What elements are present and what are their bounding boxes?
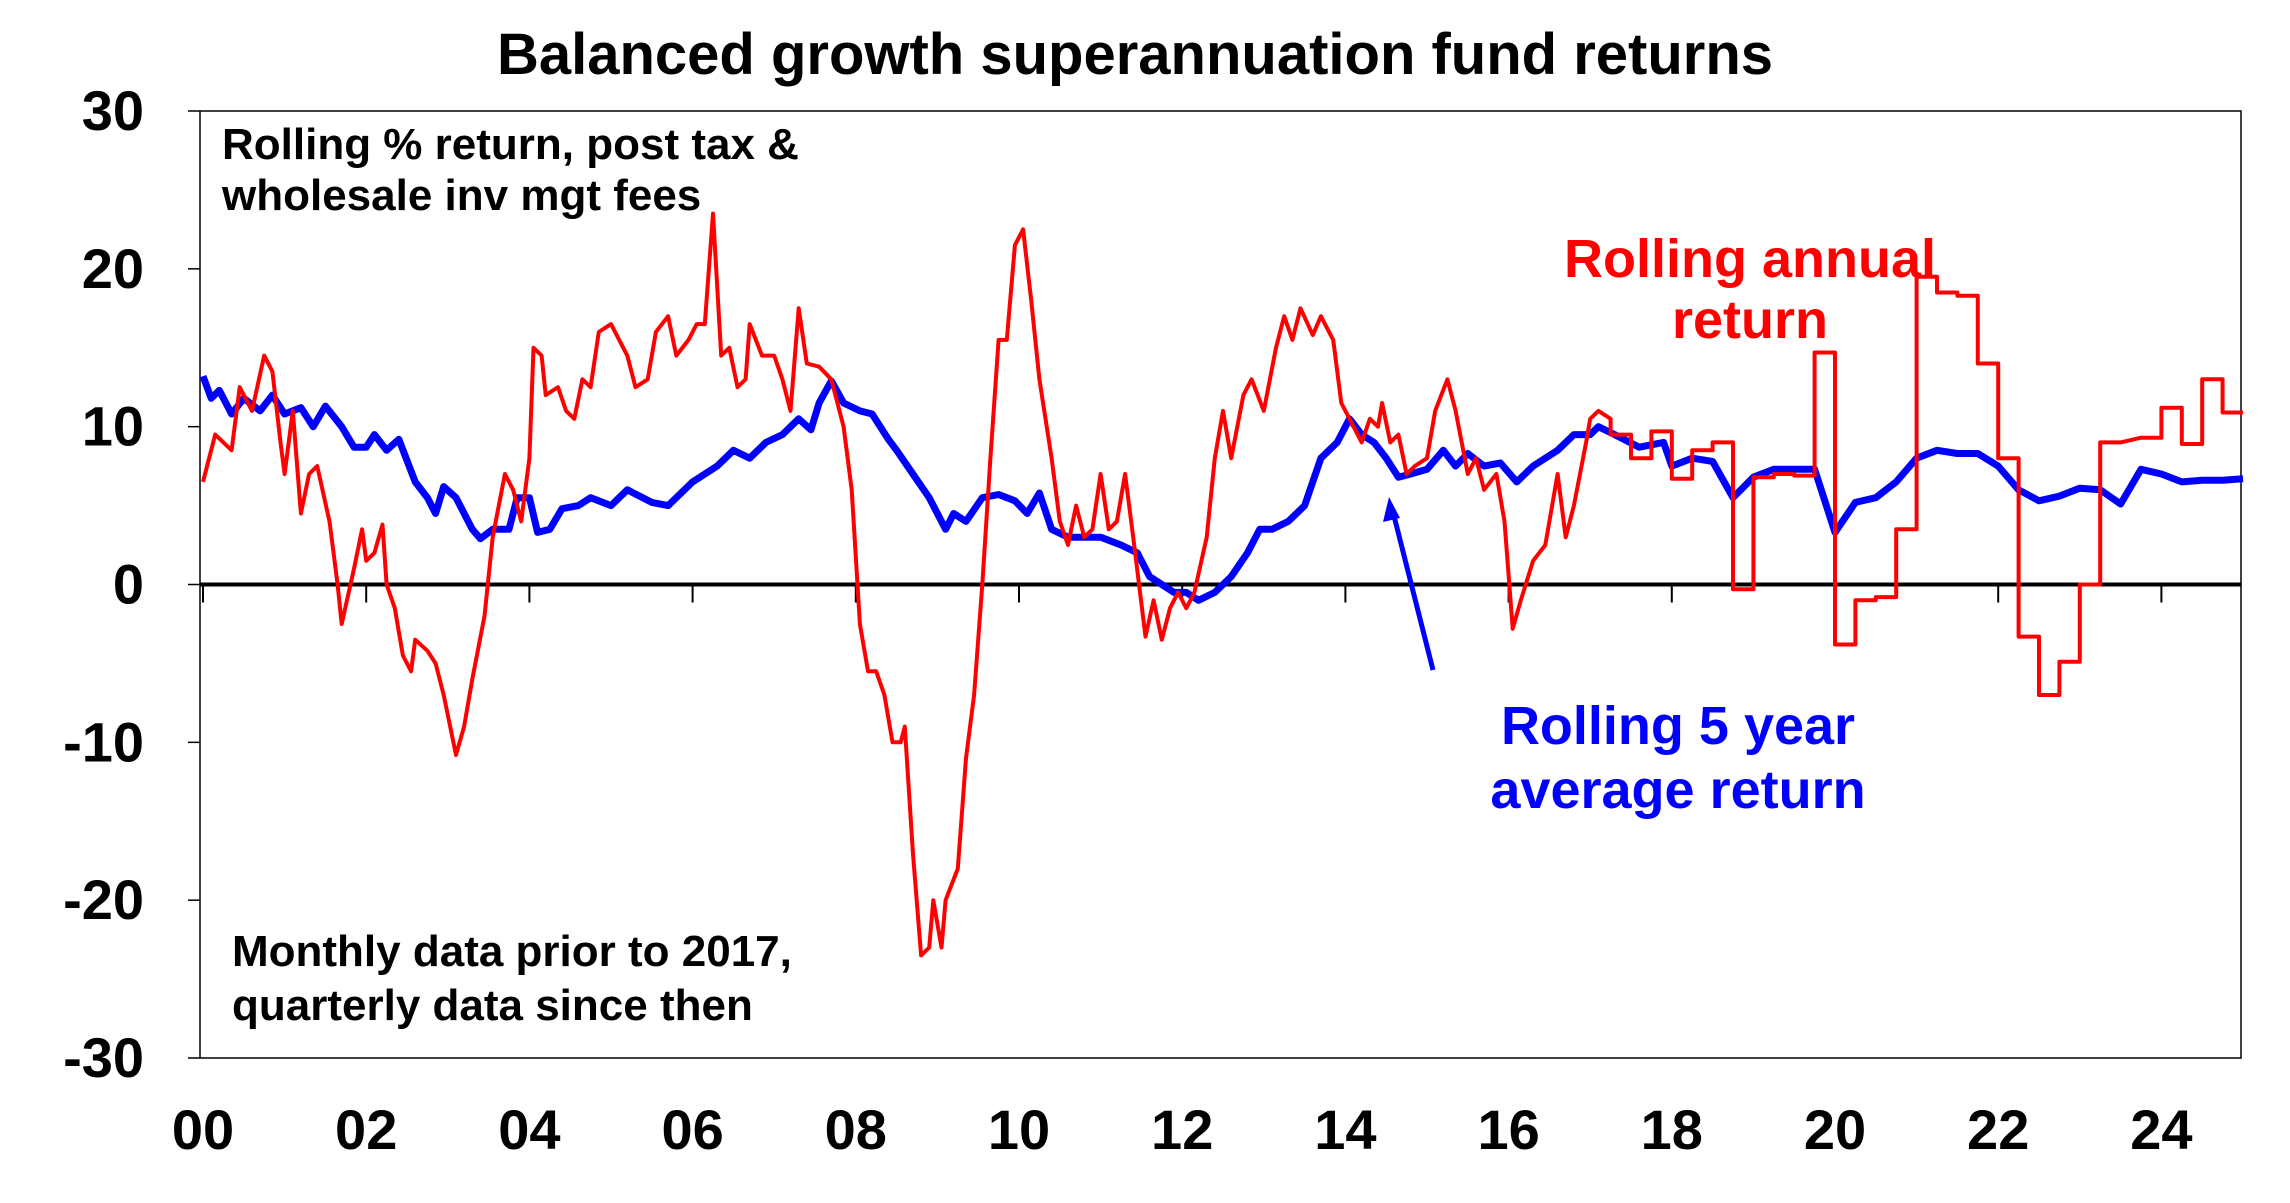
x-tick-label: 08 <box>825 1098 887 1161</box>
y-tick-label: -20 <box>63 868 144 931</box>
annual-return-label-line2: return <box>1672 290 1828 350</box>
x-tick-label: 12 <box>1151 1098 1213 1161</box>
note-annotation-line2: quarterly data since then <box>232 981 753 1030</box>
arrow-annotation <box>1383 497 1436 671</box>
x-tick-label: 16 <box>1477 1098 1539 1161</box>
x-tick-label: 20 <box>1804 1098 1866 1161</box>
y-tick-label: 0 <box>113 553 144 616</box>
x-tick-label: 00 <box>172 1098 234 1161</box>
x-tick-label: 06 <box>661 1098 723 1161</box>
five-year-label-line1: Rolling 5 year <box>1501 696 1855 756</box>
chart-title: Balanced growth superannuation fund retu… <box>497 22 1773 87</box>
y-tick-label: -10 <box>63 710 144 773</box>
y-tick-label: 10 <box>82 395 144 458</box>
series-line-rolling-annual-return <box>201 211 2243 958</box>
x-tick-label: 18 <box>1641 1098 1703 1161</box>
x-tick-label: 24 <box>2130 1098 2192 1161</box>
x-tick-label: 04 <box>498 1098 560 1161</box>
series-line-rolling-5-year-average <box>199 374 2244 604</box>
units-annotation-line2: wholesale inv mgt fees <box>221 171 701 220</box>
five-year-label-line2: average return <box>1490 760 1865 820</box>
x-tick-label: 02 <box>335 1098 397 1161</box>
y-tick-label: -30 <box>63 1026 144 1089</box>
y-tick-label: 20 <box>82 237 144 300</box>
units-annotation-line1: Rolling % return, post tax & <box>222 120 799 169</box>
annual-return-label-line1: Rolling annual <box>1564 229 1936 289</box>
x-tick-label: 10 <box>988 1098 1050 1161</box>
arrow-shaft <box>1390 511 1436 671</box>
x-tick-label: 14 <box>1314 1098 1376 1161</box>
note-annotation-line1: Monthly data prior to 2017, <box>232 927 792 976</box>
arrow-head-icon <box>1383 497 1400 522</box>
y-tick-label: 30 <box>82 79 144 142</box>
x-tick-label: 22 <box>1967 1098 2029 1161</box>
